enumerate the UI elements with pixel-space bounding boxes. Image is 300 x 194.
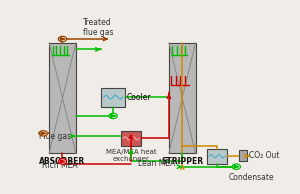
- Circle shape: [58, 159, 67, 164]
- Circle shape: [109, 113, 117, 119]
- Polygon shape: [111, 114, 116, 117]
- Text: MEA/MEA heat
exchanger: MEA/MEA heat exchanger: [106, 149, 156, 162]
- Text: Cooler: Cooler: [127, 93, 152, 102]
- Text: Treated
flue gas: Treated flue gas: [83, 18, 113, 37]
- Bar: [121, 131, 141, 146]
- Bar: [207, 149, 227, 164]
- Circle shape: [232, 164, 241, 169]
- Text: Condensate: Condensate: [228, 173, 274, 182]
- Text: ABSORBER: ABSORBER: [39, 157, 86, 166]
- Text: CO₂ Out: CO₂ Out: [249, 151, 280, 160]
- Polygon shape: [60, 160, 65, 163]
- Polygon shape: [234, 165, 239, 168]
- Bar: [101, 87, 125, 107]
- Text: Lean MEA: Lean MEA: [138, 159, 175, 168]
- Circle shape: [39, 131, 47, 136]
- Polygon shape: [41, 132, 46, 135]
- Bar: [49, 43, 76, 153]
- Circle shape: [58, 36, 67, 42]
- Text: STRIPPER: STRIPPER: [161, 157, 203, 166]
- Polygon shape: [60, 38, 65, 40]
- Text: Rich MEA: Rich MEA: [42, 161, 78, 170]
- Bar: [169, 43, 196, 153]
- Bar: [238, 150, 247, 161]
- Text: Flue gas: Flue gas: [39, 132, 71, 141]
